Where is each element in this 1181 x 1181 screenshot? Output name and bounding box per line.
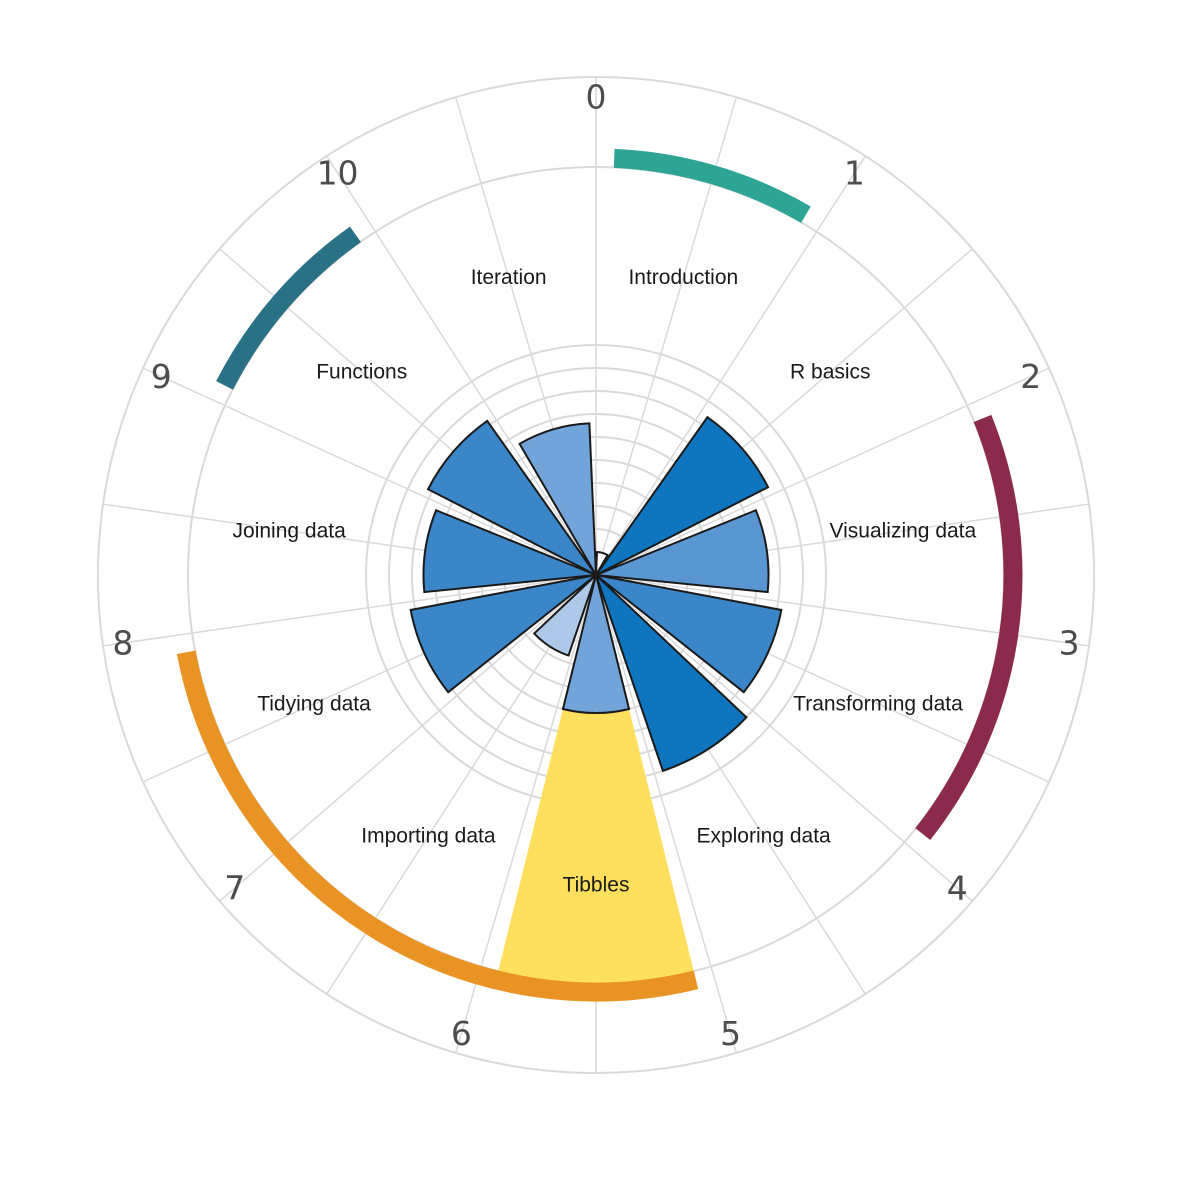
bar-exploring-data xyxy=(595,574,748,773)
highlight-wedge xyxy=(495,708,697,995)
category-label: Tidying data xyxy=(257,692,371,715)
bar-tibbles xyxy=(561,574,631,714)
category-label: Transforming data xyxy=(793,692,963,715)
category-label: Tibbles xyxy=(563,874,630,897)
category-label: Functions xyxy=(316,360,407,383)
section-arc xyxy=(216,226,361,390)
bar-joining-data xyxy=(422,508,597,594)
angular-tick-label: 3 xyxy=(1059,624,1080,663)
angular-tick-label: 4 xyxy=(947,869,968,908)
bar-r-basics xyxy=(595,415,770,576)
category-label: Joining data xyxy=(233,519,347,542)
bar-functions xyxy=(426,419,597,576)
category-label: Visualizing data xyxy=(829,519,976,542)
highlight xyxy=(495,708,697,995)
grid-spoke xyxy=(102,574,597,647)
angular-tick-labels: 0 1 2 3 4 5 6 7 8 9 10 xyxy=(112,78,1079,1054)
grid-spoke xyxy=(142,367,597,576)
section-arc xyxy=(915,414,1023,840)
angular-tick-label: 7 xyxy=(224,869,245,908)
bars xyxy=(409,415,783,773)
angular-tick-label: 6 xyxy=(451,1014,472,1053)
angular-tick-label: 2 xyxy=(1020,357,1041,396)
section-arc xyxy=(176,650,699,1002)
section-arcs xyxy=(176,148,1023,1002)
grid-spoke xyxy=(595,574,738,1054)
category-label: Iteration xyxy=(471,266,547,289)
bar-transforming-data xyxy=(595,574,783,694)
bar-importing-data xyxy=(532,574,597,657)
grid-spoke xyxy=(326,155,597,576)
bar-iteration xyxy=(518,422,597,576)
bar-tidying-data xyxy=(409,574,597,694)
grid-spoke xyxy=(595,574,973,902)
angular-tick-label: 1 xyxy=(844,153,865,192)
category-label: Introduction xyxy=(628,266,738,289)
angular-tick-label: 8 xyxy=(112,624,133,663)
section-arc xyxy=(613,148,811,223)
category-label: R basics xyxy=(790,360,871,383)
grid-spoke xyxy=(595,367,1050,576)
angular-tick-label: 5 xyxy=(720,1014,741,1053)
category-labels: Introduction R basics Visualizing data Tran… xyxy=(233,266,977,896)
bar-visualizing-data xyxy=(595,508,770,594)
category-label: Exploring data xyxy=(696,824,831,847)
angular-tick-label: 10 xyxy=(317,153,359,192)
grid-spoke xyxy=(595,155,866,576)
angular-tick-label: 0 xyxy=(586,78,607,117)
angular-tick-label: 9 xyxy=(151,357,172,396)
category-label: Importing data xyxy=(361,824,496,847)
